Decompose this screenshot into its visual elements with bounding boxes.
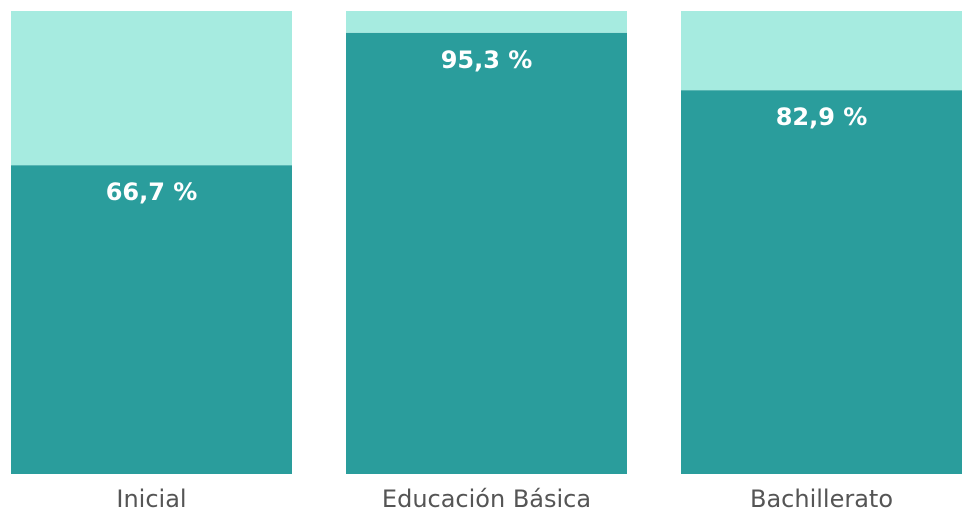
category-label: Bachillerato [750, 485, 893, 513]
value-label: 66,7 % [106, 178, 198, 206]
category-label: Educación Básica [382, 485, 591, 513]
value-label: 95,3 % [441, 46, 533, 74]
bar-segment [11, 165, 292, 474]
bar-segment [346, 11, 627, 33]
category-label: Inicial [116, 485, 186, 513]
bar-segment [681, 90, 962, 474]
bar-segment [11, 11, 292, 166]
bar-segment [681, 11, 962, 91]
bar-segment [346, 32, 627, 475]
value-label: 82,9 % [776, 103, 868, 131]
